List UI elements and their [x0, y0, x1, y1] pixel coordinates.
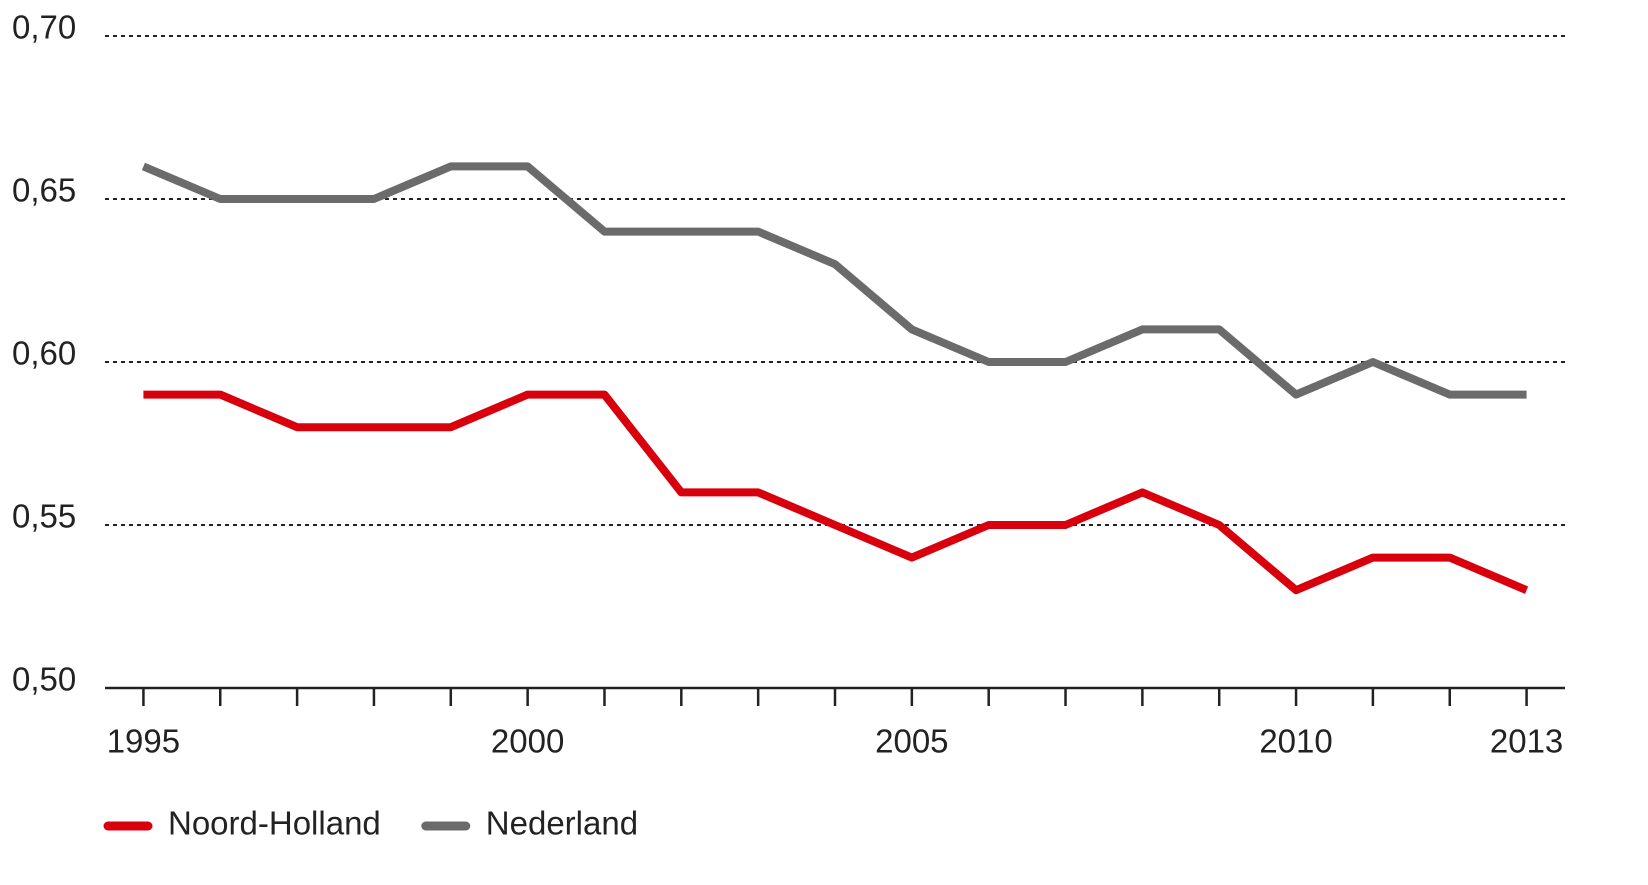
x-tick-label: 2005	[875, 723, 948, 760]
legend-label: Nederland	[486, 805, 638, 842]
series-line	[141, 162, 1527, 399]
x-tick-label: 2010	[1259, 723, 1332, 760]
legend-label: Noord-Holland	[168, 805, 381, 842]
y-tick-label: 0,50	[12, 661, 76, 698]
y-tick-label: 0,60	[12, 335, 76, 372]
x-tick-label: 2013	[1490, 723, 1563, 760]
x-tick-label: 2000	[491, 723, 564, 760]
x-tick-label: 1995	[107, 723, 180, 760]
y-tick-label: 0,55	[12, 498, 76, 535]
series-line	[143, 390, 1529, 595]
y-tick-label: 0,65	[12, 172, 76, 209]
y-tick-label: 0,70	[12, 9, 76, 46]
